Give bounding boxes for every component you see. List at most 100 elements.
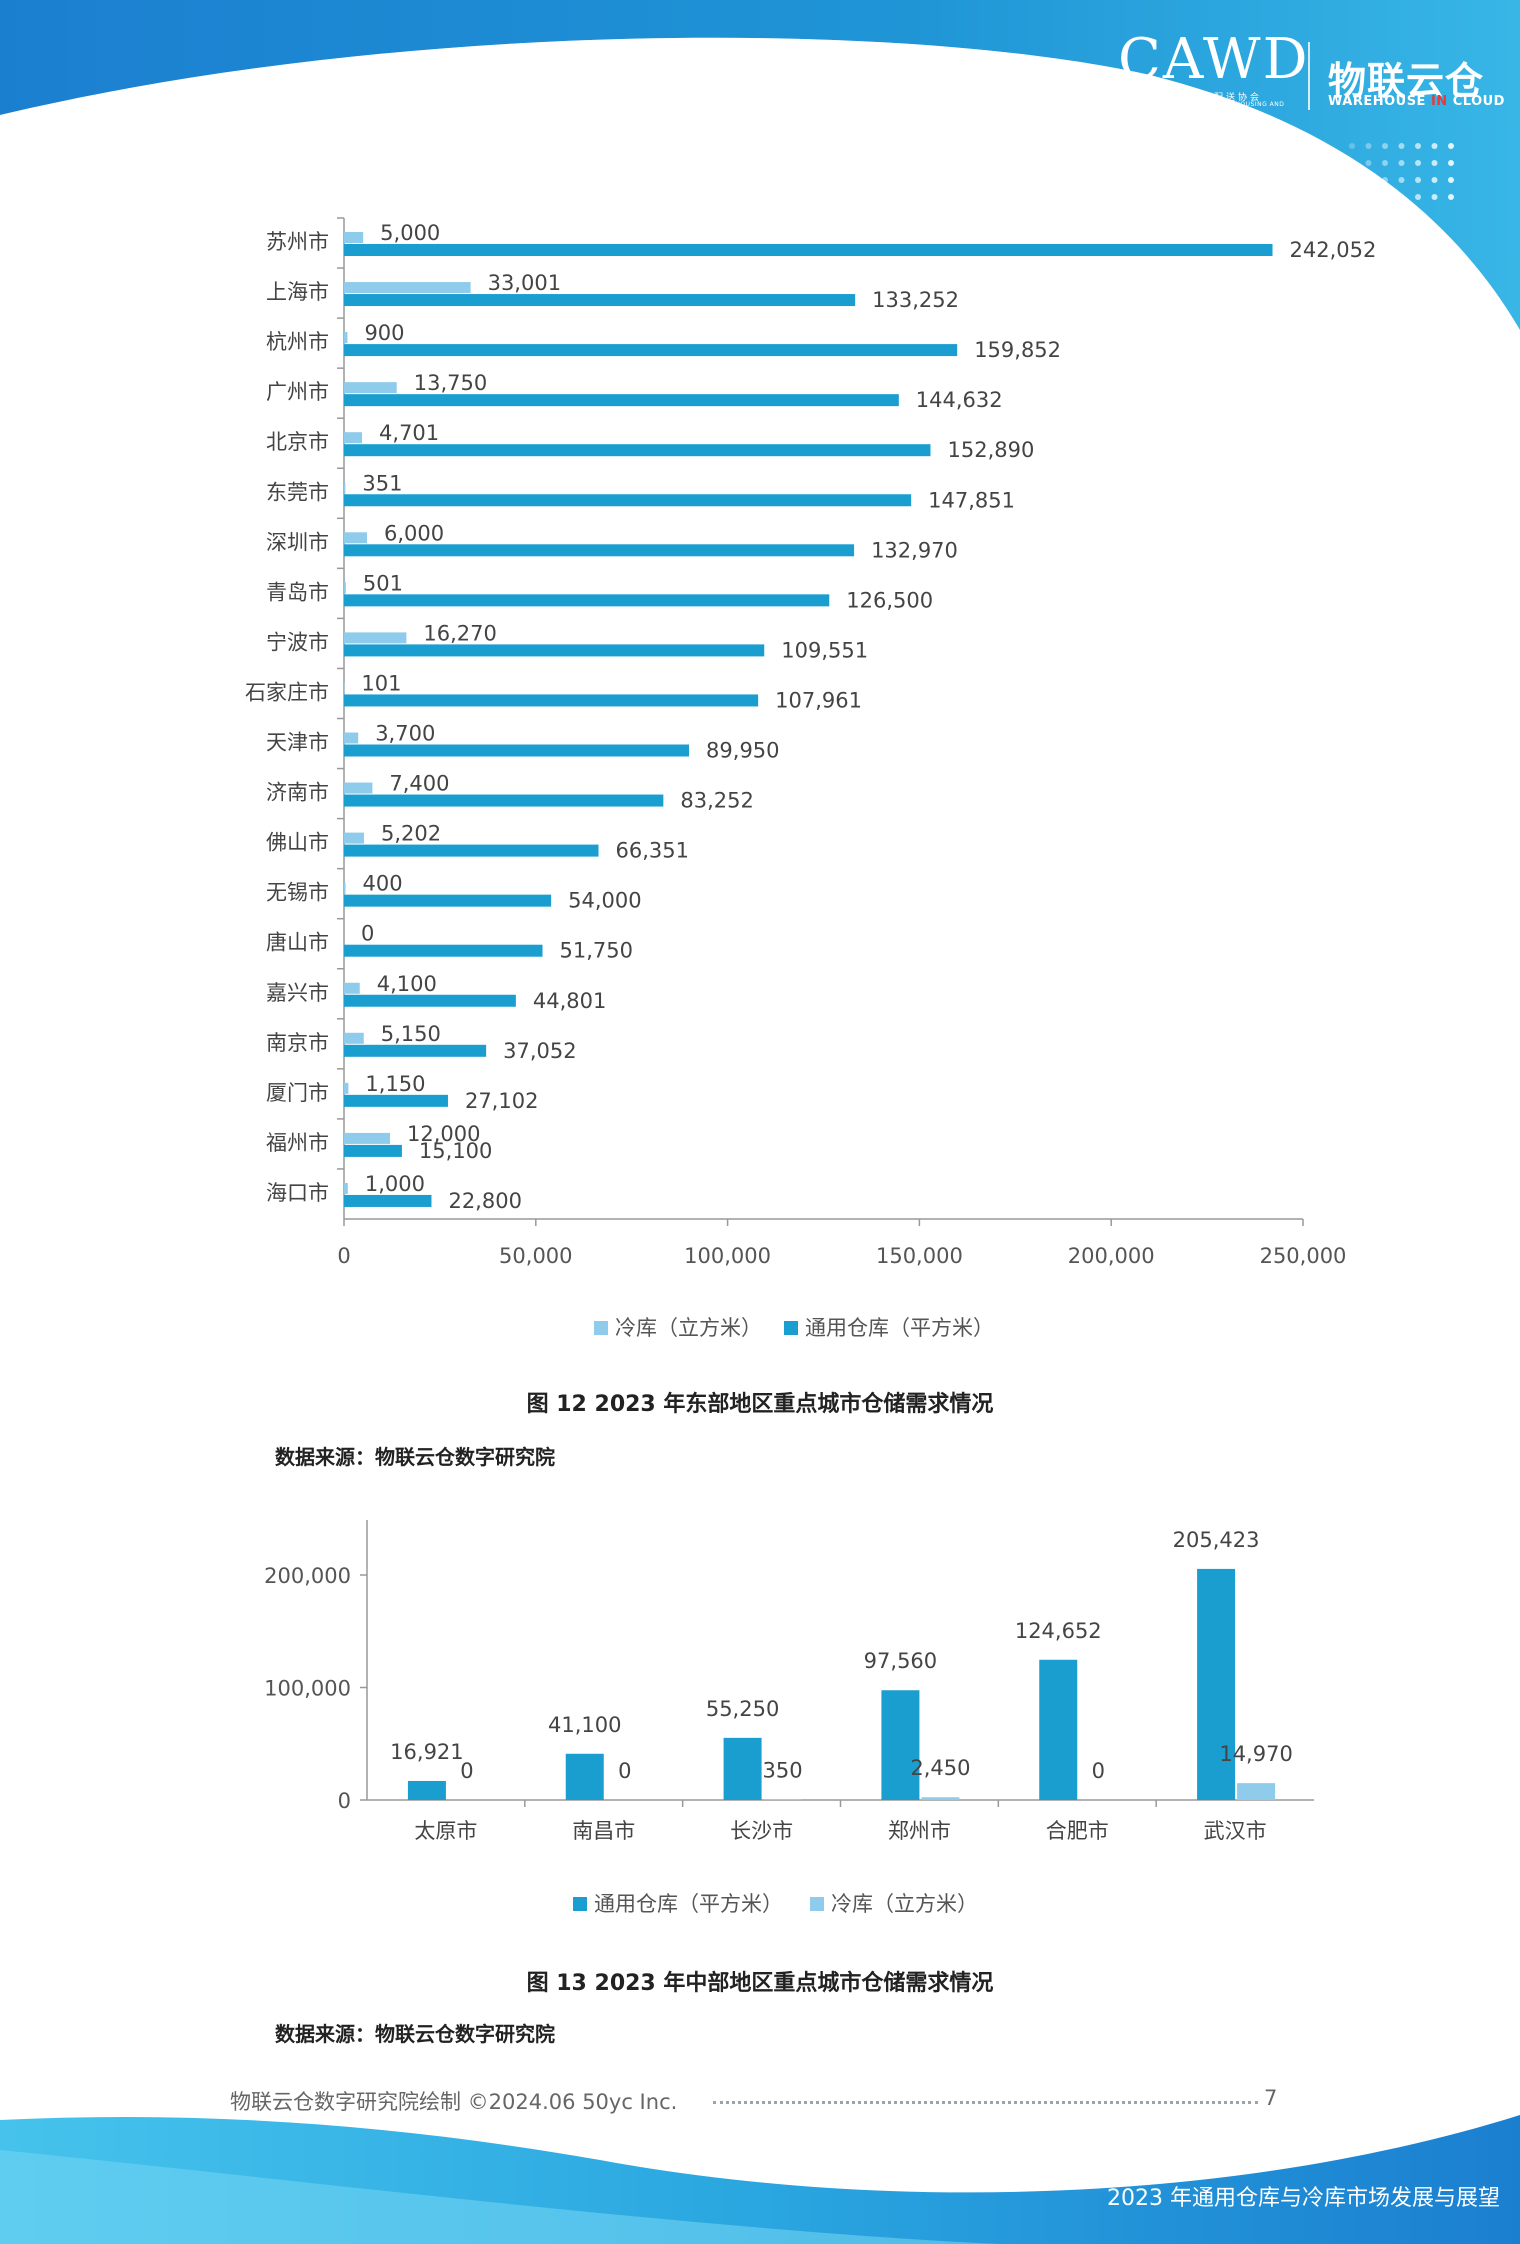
category-label: 嘉兴市 (266, 981, 329, 1005)
cawd-logo-subtitle-en: CHINA ASSOCIATION OF WAREHOUSING AND DIS… (1131, 101, 1285, 115)
cold-storage-value-label: 4,100 (377, 972, 437, 996)
general-warehouse-bar (1039, 1659, 1078, 1800)
general-warehouse-value-label: 44,801 (533, 989, 606, 1013)
general-warehouse-bar (344, 944, 543, 957)
general-warehouse-bar (344, 1044, 487, 1057)
cold-storage-bar (344, 832, 364, 844)
cawd-logo: CAWD (1118, 27, 1310, 92)
cold-storage-value-label: 5,202 (381, 822, 441, 846)
decor-dot (1349, 143, 1355, 149)
y-tick-label: 200,000 (264, 1564, 351, 1588)
general-warehouse-bar (881, 1690, 920, 1800)
general-warehouse-value-label: 132,970 (871, 538, 958, 562)
decor-dot (1365, 177, 1372, 183)
cold-storage-value-label: 3,700 (375, 722, 435, 746)
legend-cold-swatch (594, 1321, 608, 1335)
decor-dot (1415, 143, 1421, 149)
cold-storage-value-label: 400 (363, 872, 403, 896)
cold-storage-bar (344, 382, 397, 394)
decor-dot (1415, 194, 1421, 200)
legend-general-swatch (573, 1897, 587, 1911)
cold-storage-bar (344, 332, 348, 344)
general-warehouse-value-label: 126,500 (846, 588, 933, 612)
cawd-logo-subtitle-cn: 中国仓储与配送协会 (1153, 93, 1262, 103)
general-warehouse-bar (723, 1737, 762, 1800)
decor-dot (1365, 194, 1372, 200)
category-label: 南昌市 (572, 1819, 635, 1843)
cold-storage-value-label: 6,000 (384, 521, 444, 545)
decor-dot (1431, 194, 1438, 200)
x-tick-label: 150,000 (876, 1244, 963, 1268)
decor-dot (1448, 194, 1454, 200)
decor-dot (1365, 160, 1372, 166)
cold-storage-bar (344, 1182, 348, 1194)
cold-storage-bar (344, 882, 346, 894)
cold-storage-value-label: 0 (618, 1759, 631, 1783)
category-label: 北京市 (266, 430, 329, 454)
decor-dot (1365, 143, 1372, 149)
decor-dot (1415, 160, 1421, 166)
general-warehouse-bar (344, 744, 690, 757)
category-label: 天津市 (266, 731, 329, 755)
category-label: 长沙市 (730, 1819, 793, 1843)
cold-storage-value-label: 0 (361, 922, 374, 946)
cold-storage-bar (344, 1032, 364, 1044)
general-warehouse-bar (344, 894, 552, 907)
general-warehouse-bar (344, 1194, 432, 1207)
cold-storage-value-label: 900 (364, 321, 404, 345)
general-warehouse-bar (1197, 1568, 1236, 1800)
category-label: 太原市 (414, 1819, 477, 1843)
category-label: 厦门市 (266, 1081, 329, 1105)
cold-storage-value-label: 5,150 (381, 1022, 441, 1046)
decorative-dot-grid (1349, 143, 1454, 200)
category-label: 郑州市 (888, 1819, 951, 1843)
general-warehouse-value-label: 97,560 (864, 1649, 937, 1673)
decor-dot (1431, 143, 1438, 149)
category-label: 武汉市 (1204, 1819, 1267, 1843)
general-warehouse-value-label: 27,102 (465, 1089, 538, 1113)
general-warehouse-bar (344, 844, 599, 857)
legend-cold-swatch (810, 1897, 824, 1911)
general-warehouse-value-label: 16,921 (390, 1740, 463, 1764)
category-label: 济南市 (266, 781, 329, 805)
figure-13-caption: 图 13 2023 年中部地区重点城市仓储需求情况 (526, 1971, 994, 1996)
category-label: 深圳市 (266, 530, 329, 554)
category-label: 青岛市 (266, 580, 329, 604)
cold-storage-bar (1237, 1783, 1276, 1800)
category-label: 南京市 (266, 1031, 329, 1055)
decor-dot (1398, 194, 1405, 200)
cold-storage-bar (344, 482, 346, 494)
cold-storage-bar (344, 1082, 349, 1094)
general-warehouse-bar (344, 394, 899, 407)
general-warehouse-bar (344, 244, 1273, 256)
general-warehouse-bar (344, 644, 765, 657)
bottom-banner-layer (0, 2150, 1000, 2244)
x-tick-label: 200,000 (1068, 1244, 1155, 1268)
wlc-logo: 物联云仓 (1328, 59, 1485, 103)
category-label: 海口市 (266, 1181, 329, 1205)
general-warehouse-bar (344, 1094, 448, 1107)
general-warehouse-value-label: 89,950 (706, 739, 779, 763)
general-warehouse-bar (344, 594, 830, 607)
cold-storage-value-label: 5,000 (380, 221, 440, 245)
general-warehouse-value-label: 55,250 (706, 1697, 779, 1721)
general-warehouse-value-label: 107,961 (775, 688, 862, 712)
category-label: 佛山市 (266, 831, 329, 855)
cold-storage-bar (344, 632, 407, 644)
general-warehouse-value-label: 124,652 (1015, 1619, 1102, 1643)
category-label: 广州市 (266, 380, 329, 404)
figure-12-chart: 0 50,000 100,000 150,000 200,000 250,000 苏州市 5,… (245, 217, 1377, 1340)
decor-dot (1448, 160, 1454, 166)
general-warehouse-bar (344, 494, 912, 507)
cold-storage-value-label: 12,000 (407, 1122, 480, 1146)
category-label: 石家庄市 (245, 680, 329, 704)
x-tick-label: 0 (337, 1244, 350, 1268)
figure-13-chart: 0100,000200,000太原市16,9210南昌市41,1000长沙市55… (264, 1520, 1314, 1916)
general-warehouse-value-label: 242,052 (1290, 238, 1377, 262)
legend-general-label: 通用仓库（平方米） (805, 1316, 994, 1340)
category-label: 无锡市 (266, 881, 329, 905)
general-warehouse-bar (565, 1753, 604, 1800)
general-warehouse-bar (344, 544, 855, 557)
general-warehouse-value-label: 205,423 (1173, 1528, 1260, 1552)
